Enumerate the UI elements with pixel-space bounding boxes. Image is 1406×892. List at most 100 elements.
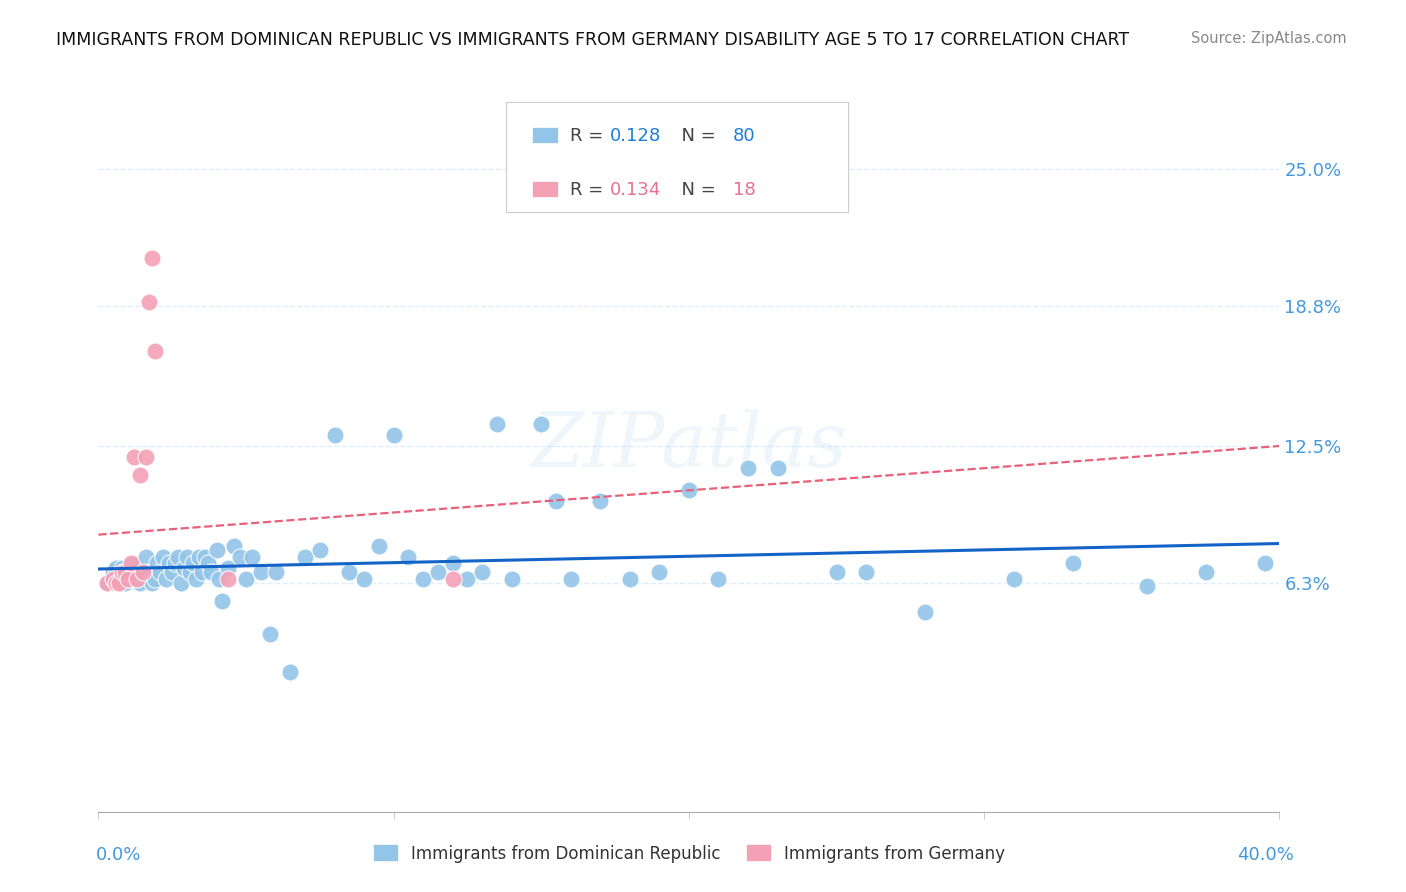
Point [152, 549, 174, 564]
Point [120, 572, 142, 586]
Point [648, 566, 671, 580]
Point [323, 428, 346, 442]
Point [105, 576, 128, 591]
Bar [531, 127, 558, 144]
Point [96, 576, 118, 591]
Point [825, 566, 848, 580]
Point [1062, 557, 1084, 571]
Bar [531, 181, 558, 197]
Point [1195, 566, 1218, 580]
Point [96, 576, 118, 591]
Point [117, 572, 139, 586]
Text: R =: R = [569, 127, 609, 145]
Point [143, 572, 166, 586]
Point [191, 566, 214, 580]
Point [619, 572, 641, 586]
Point [167, 549, 190, 564]
Point [132, 566, 155, 580]
Text: R =: R = [569, 181, 609, 199]
FancyBboxPatch shape [506, 103, 848, 212]
Point [105, 561, 128, 575]
Point [165, 557, 187, 571]
Text: N =: N = [671, 127, 721, 145]
Point [427, 566, 450, 580]
Point [128, 467, 150, 482]
Point [108, 576, 131, 591]
Point [530, 417, 553, 431]
Point [368, 539, 391, 553]
Text: Source: ZipAtlas.com: Source: ZipAtlas.com [1191, 31, 1347, 46]
Point [486, 417, 509, 431]
Point [211, 594, 233, 608]
Point [546, 494, 568, 508]
Point [157, 557, 180, 571]
Point [103, 566, 125, 580]
Legend: Immigrants from Dominican Republic, Immigrants from Germany: Immigrants from Dominican Republic, Immi… [366, 838, 1012, 869]
Point [170, 576, 193, 591]
Text: 18: 18 [733, 181, 755, 199]
Point [208, 572, 231, 586]
Point [141, 576, 163, 591]
Point [184, 572, 207, 586]
Point [103, 572, 125, 586]
Text: 0.128: 0.128 [610, 127, 661, 145]
Text: ZIPatlas: ZIPatlas [530, 409, 848, 483]
Point [280, 665, 302, 679]
Point [120, 557, 142, 571]
Point [398, 549, 420, 564]
Point [737, 461, 759, 475]
Point [176, 549, 198, 564]
Point [217, 561, 239, 575]
Point [200, 566, 222, 580]
Point [111, 561, 134, 575]
Point [155, 572, 177, 586]
Point [187, 549, 209, 564]
Text: N =: N = [671, 181, 721, 199]
Point [707, 572, 730, 586]
Point [240, 549, 263, 564]
Point [146, 557, 169, 571]
Point [229, 549, 252, 564]
Point [181, 557, 204, 571]
Point [138, 294, 160, 309]
Point [589, 494, 612, 508]
Point [382, 428, 405, 442]
Text: 0.134: 0.134 [610, 181, 661, 199]
Text: 80: 80 [733, 127, 755, 145]
Text: 40.0%: 40.0% [1237, 846, 1294, 863]
Point [122, 557, 145, 571]
Point [309, 543, 332, 558]
Point [766, 461, 789, 475]
Point [250, 566, 273, 580]
Point [197, 557, 219, 571]
Point [1002, 572, 1025, 586]
Point [132, 566, 155, 580]
Point [125, 572, 148, 586]
Point [114, 566, 136, 580]
Point [135, 549, 157, 564]
Point [108, 572, 131, 586]
Point [353, 572, 375, 586]
Point [125, 561, 148, 575]
Point [162, 566, 183, 580]
Point [114, 576, 136, 591]
Point [294, 549, 316, 564]
Text: 0.0%: 0.0% [96, 846, 141, 863]
Point [501, 572, 523, 586]
Point [339, 566, 361, 580]
Point [441, 572, 464, 586]
Point [117, 566, 139, 580]
Point [1136, 579, 1159, 593]
Point [205, 543, 228, 558]
Point [412, 572, 434, 586]
Point [111, 566, 134, 580]
Point [217, 572, 239, 586]
Point [224, 539, 246, 553]
Point [457, 572, 479, 586]
Point [1254, 557, 1277, 571]
Point [441, 557, 464, 571]
Point [138, 566, 160, 580]
Point [235, 572, 257, 586]
Point [560, 572, 582, 586]
Point [179, 566, 201, 580]
